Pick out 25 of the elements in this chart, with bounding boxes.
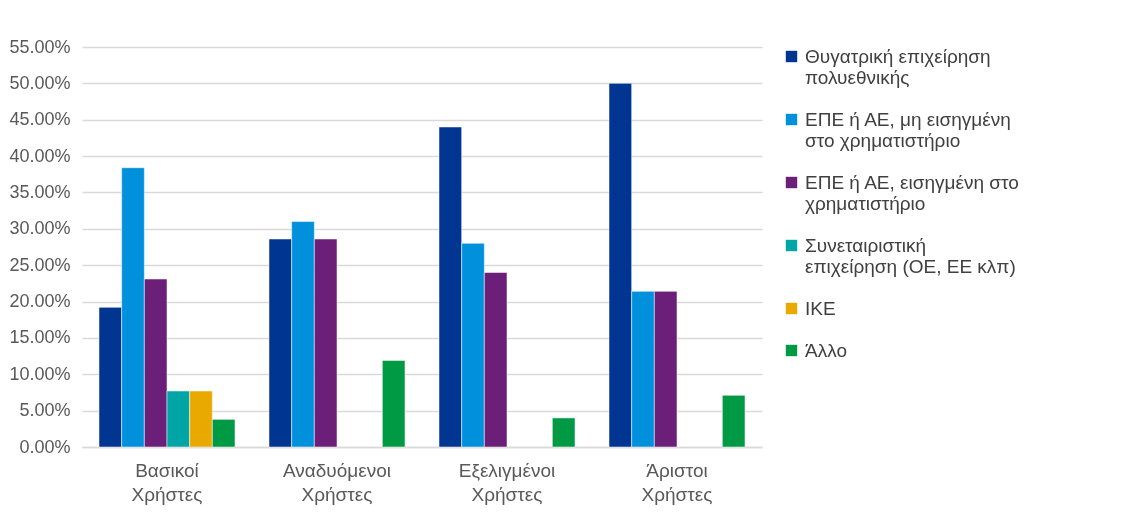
x-tick-label: Αναδυόμενοι Χρήστες: [282, 459, 392, 505]
legend-label: ΙΚΕ: [805, 297, 836, 319]
x-tick-label: Βασικοί Χρήστες: [131, 459, 203, 505]
x-tick-label: Άριστοι Χρήστες: [641, 459, 713, 505]
y-tick-label: 55.00%: [9, 36, 71, 57]
y-tick-label: 35.00%: [9, 181, 71, 202]
legend-label: Άλλο: [805, 339, 847, 361]
legend-label: Θυγατρική επιχείρηση πολυεθνικής: [805, 45, 991, 88]
y-tick-label: 30.00%: [9, 218, 71, 239]
x-tick-label: Εξελιγμένοι Χρήστες: [458, 459, 556, 505]
y-tick-label: 45.00%: [9, 109, 71, 130]
y-tick-label: 40.00%: [9, 145, 71, 166]
legend-label: ΕΠΕ ή ΑΕ, εισηγμένη στο χρηματιστήριο: [805, 171, 1019, 214]
y-tick-label: 5.00%: [19, 400, 71, 421]
bar: [552, 417, 576, 448]
y-tick-label: 0.00%: [19, 436, 71, 457]
y-tick-label: 20.00%: [9, 291, 71, 312]
legend-label: Συνεταιριστική επιχείρηση (ΟΕ, ΕΕ κλπ): [805, 234, 1016, 277]
y-tick-label: 15.00%: [9, 327, 71, 348]
y-tick-label: 10.00%: [9, 363, 71, 384]
y-tick-label: 50.00%: [9, 72, 71, 93]
bar: [722, 395, 746, 448]
y-tick-label: 25.00%: [9, 254, 71, 275]
legend-label: ΕΠΕ ή ΑΕ, μη εισηγμένη στο χρηματιστήριο: [805, 108, 1011, 151]
bar: [382, 360, 406, 448]
